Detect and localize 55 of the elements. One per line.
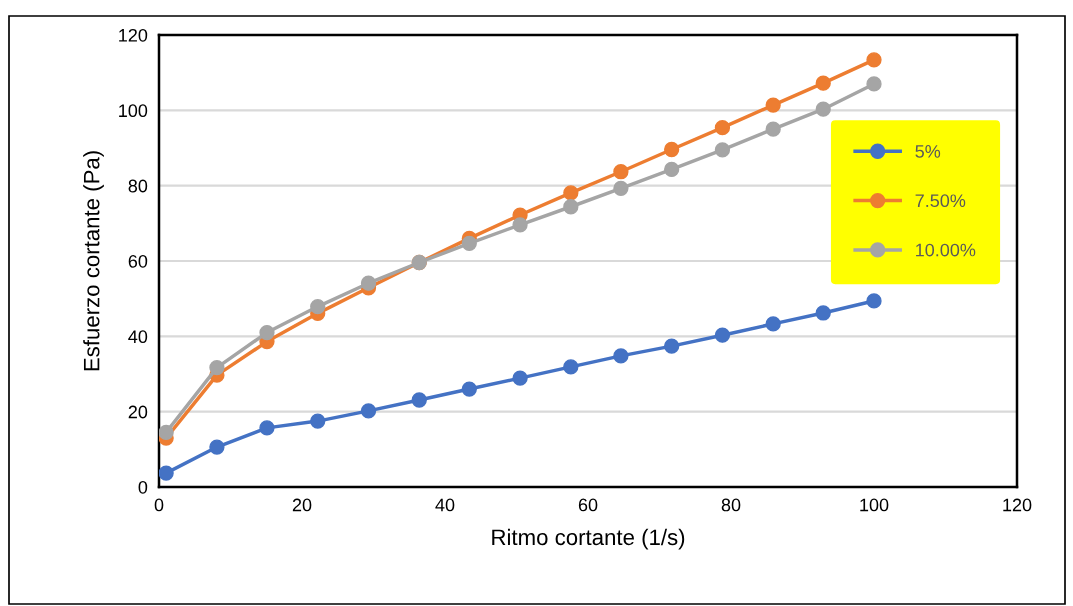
point [563,185,579,201]
legend-label: 10.00% [916,243,976,257]
point [815,75,831,91]
point [714,327,731,343]
point [714,142,731,158]
point [613,180,629,196]
x-tick-label: 80 [721,498,741,512]
point [209,359,225,376]
point [563,199,579,215]
point [613,348,629,364]
point [512,370,528,386]
y-tick-label: 40 [128,330,148,344]
x-tick-label: 120 [1003,498,1032,512]
point [866,52,882,68]
point [310,298,326,315]
point [664,338,680,354]
y-tick-label: 120 [119,28,148,42]
point [461,381,477,397]
y-tick-label: 60 [128,254,148,268]
point [714,120,731,136]
point [613,164,629,180]
x-tick-label: 0 [154,498,164,512]
point [360,403,377,419]
point [411,392,427,408]
x-tick-label: 40 [435,498,455,512]
point [815,101,831,117]
point [664,161,680,178]
point [765,316,781,332]
point [259,420,275,436]
point [815,305,831,321]
point [209,439,225,455]
point [512,217,528,233]
x-tick-label: 100 [860,498,889,512]
legend-label: 5% [915,145,941,158]
y-tick-label: 100 [119,104,148,118]
x-tick-label: 20 [292,498,312,512]
point [259,324,275,341]
x-axis-title: Ritmo cortante (1/s) [492,528,685,550]
y-axis-title: Esfuerzo cortante (Pa) [83,151,104,371]
point [765,97,781,113]
point [563,359,579,375]
y-tick-label: 0 [138,480,148,494]
point [461,235,477,251]
legend-label: 7.50% [915,194,966,208]
y-tick-label: 80 [128,179,148,193]
point [866,76,882,92]
point [310,413,326,429]
point [360,275,377,291]
y-tick-label: 20 [128,405,148,419]
point [664,141,680,158]
point [159,424,174,441]
point [159,465,174,481]
point [765,121,781,137]
x-tick-label: 60 [578,498,598,512]
point [866,293,882,309]
